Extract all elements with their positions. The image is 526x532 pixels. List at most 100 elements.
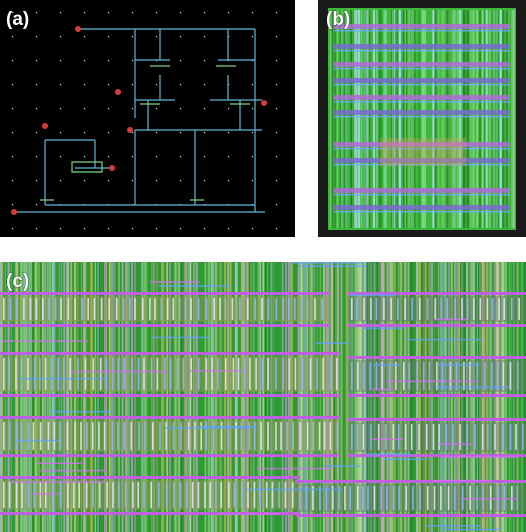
cell-row bbox=[334, 205, 510, 210]
gate bbox=[27, 482, 30, 508]
gate bbox=[299, 486, 301, 510]
gate bbox=[322, 358, 324, 390]
grid-dot bbox=[252, 228, 254, 230]
stripe bbox=[351, 10, 354, 228]
gate bbox=[336, 422, 339, 450]
stripe bbox=[361, 10, 363, 228]
gate bbox=[404, 298, 406, 320]
gate bbox=[433, 486, 436, 510]
gate bbox=[130, 358, 133, 390]
metal-wire bbox=[315, 342, 349, 345]
grid-dot bbox=[12, 156, 14, 158]
gate bbox=[469, 362, 471, 390]
grid-dot bbox=[36, 180, 38, 182]
gate bbox=[172, 298, 175, 320]
gate bbox=[249, 358, 251, 390]
stripe bbox=[339, 10, 342, 228]
stripe bbox=[421, 10, 423, 228]
gate bbox=[130, 422, 133, 450]
grid-dot bbox=[156, 180, 158, 182]
gate bbox=[314, 298, 316, 320]
stripe bbox=[446, 10, 449, 228]
gate bbox=[3, 358, 5, 390]
grid-dot bbox=[276, 36, 278, 38]
gate bbox=[396, 298, 399, 320]
stripe bbox=[336, 10, 338, 228]
gate bbox=[84, 358, 87, 390]
gate bbox=[92, 358, 95, 390]
gate bbox=[98, 422, 100, 450]
grid-dot bbox=[132, 84, 134, 86]
gate bbox=[38, 358, 41, 390]
grid-dot bbox=[60, 108, 62, 110]
cell-body bbox=[0, 480, 300, 510]
grid-dot bbox=[12, 204, 14, 206]
gate bbox=[103, 422, 106, 450]
gate bbox=[428, 362, 431, 390]
cell-body bbox=[0, 420, 340, 452]
stripe bbox=[341, 10, 343, 228]
grid-dot bbox=[252, 108, 254, 110]
gate bbox=[385, 486, 388, 510]
gate bbox=[418, 298, 421, 320]
gate bbox=[434, 298, 437, 320]
gate bbox=[398, 486, 400, 510]
gate bbox=[357, 362, 359, 390]
cell-row bbox=[334, 211, 510, 213]
gate bbox=[8, 482, 11, 508]
gate bbox=[463, 362, 465, 390]
stripe bbox=[375, 10, 378, 228]
gate bbox=[253, 482, 256, 508]
stripe bbox=[471, 10, 475, 228]
cell-row bbox=[334, 188, 510, 193]
stripe bbox=[506, 10, 509, 228]
gate bbox=[143, 358, 145, 390]
stripe bbox=[502, 10, 505, 228]
gate bbox=[44, 358, 47, 390]
grid-dot bbox=[204, 156, 206, 158]
gate bbox=[305, 486, 308, 510]
stripe bbox=[406, 10, 408, 228]
gate bbox=[280, 422, 282, 450]
gate bbox=[15, 358, 17, 390]
grid-dot bbox=[156, 132, 158, 134]
grid-dot bbox=[204, 108, 206, 110]
grid-dot bbox=[108, 108, 110, 110]
metal-wire bbox=[434, 479, 492, 482]
stripe bbox=[484, 10, 486, 228]
grid-dot bbox=[276, 228, 278, 230]
grid-dot bbox=[228, 180, 230, 182]
cell-rail bbox=[348, 394, 526, 397]
cell-row bbox=[334, 84, 510, 86]
grid-dot bbox=[12, 180, 14, 182]
gate bbox=[267, 422, 269, 450]
grid-dot bbox=[108, 156, 110, 158]
stripe bbox=[383, 10, 385, 228]
grid-dot bbox=[36, 60, 38, 62]
stripe bbox=[418, 10, 420, 228]
gate bbox=[220, 422, 223, 450]
gate bbox=[93, 298, 96, 320]
gate bbox=[166, 298, 169, 320]
metal-wire bbox=[19, 377, 107, 380]
gate bbox=[370, 424, 372, 450]
stripe bbox=[432, 10, 434, 228]
gate bbox=[516, 362, 519, 390]
metal-wire bbox=[189, 370, 244, 372]
panel-label: (c) bbox=[6, 271, 29, 292]
stripe bbox=[394, 10, 396, 228]
grid-dot bbox=[252, 12, 254, 14]
stripe bbox=[492, 10, 494, 228]
grid-dot bbox=[36, 36, 38, 38]
metal-wire bbox=[49, 410, 112, 413]
grid-dot bbox=[108, 12, 110, 14]
stripe bbox=[347, 262, 349, 532]
cell-row bbox=[334, 95, 510, 100]
gate bbox=[33, 358, 36, 390]
grid-dot bbox=[108, 132, 110, 134]
gate bbox=[132, 482, 134, 508]
gate bbox=[99, 358, 102, 390]
gate bbox=[217, 358, 219, 390]
gate bbox=[111, 422, 114, 450]
gate bbox=[8, 422, 11, 450]
